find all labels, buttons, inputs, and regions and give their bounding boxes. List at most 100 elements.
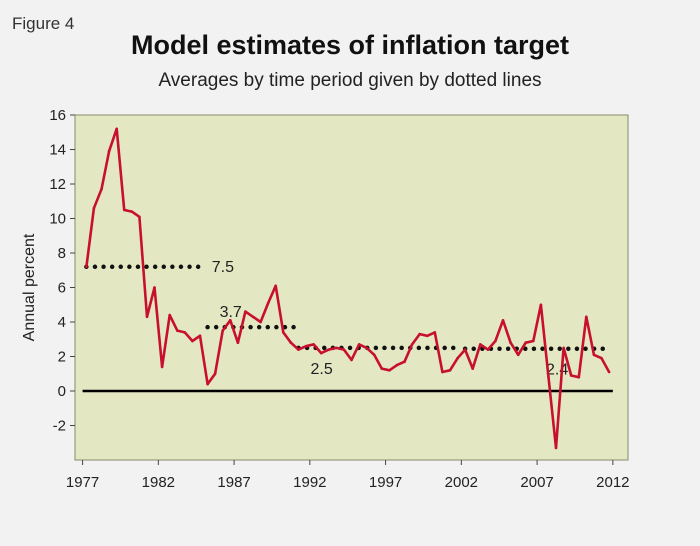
figure-label: Figure 4: [12, 14, 75, 33]
average-label: 2.5: [310, 361, 332, 378]
data-point: [388, 369, 391, 372]
data-point: [494, 339, 497, 343]
data-point: [463, 348, 467, 351]
data-point: [607, 370, 611, 374]
inflation-series-line: [85, 127, 611, 450]
data-point: [600, 356, 603, 360]
data-point: [532, 339, 535, 343]
data-point: [539, 303, 543, 307]
data-point: [92, 206, 96, 210]
data-point: [183, 331, 187, 334]
data-point: [319, 351, 323, 355]
data-point: [115, 127, 118, 131]
chart-subtitle: Averages by time period given by dotted …: [158, 70, 542, 91]
data-point: [198, 334, 202, 338]
data-point: [410, 343, 414, 346]
data-point: [380, 367, 384, 370]
data-point: [547, 375, 550, 379]
data-point: [266, 301, 270, 305]
data-point: [562, 346, 565, 350]
data-point: [471, 367, 475, 370]
data-point: [357, 343, 361, 346]
average-label: 3.7: [220, 304, 242, 321]
data-point: [433, 331, 437, 334]
data-point: [350, 358, 353, 362]
data-point: [274, 284, 278, 288]
data-point: [122, 208, 126, 212]
y-tick-label: 10: [49, 211, 66, 228]
data-point: [509, 341, 512, 345]
data-point: [448, 369, 452, 372]
data-point: [130, 210, 134, 213]
data-point: [304, 344, 308, 348]
x-tick-label: 1992: [293, 474, 326, 491]
data-point: [85, 265, 88, 269]
data-point: [168, 313, 171, 317]
x-tick-label: 2002: [445, 474, 478, 491]
plot-area: [74, 114, 629, 461]
inflation-series-points: [85, 127, 611, 450]
data-point: [342, 348, 346, 351]
y-tick-label: -2: [53, 418, 66, 435]
y-tick-label: 12: [49, 176, 66, 193]
data-point: [524, 341, 527, 345]
y-tick-label: 14: [49, 142, 66, 159]
x-tick-label: 1977: [66, 474, 99, 491]
data-point: [372, 353, 376, 357]
chart-title: Model estimates of inflation target: [130, 30, 570, 60]
data-point: [251, 315, 255, 319]
data-point: [289, 341, 293, 345]
x-tick-label: 1982: [142, 474, 175, 491]
y-axis-label: Annual percent: [21, 233, 38, 341]
data-point: [486, 348, 490, 351]
data-point: [176, 329, 179, 332]
y-tick-label: 16: [49, 107, 66, 124]
data-point: [297, 348, 300, 351]
y-tick-label: 6: [58, 280, 66, 297]
data-point: [191, 339, 194, 343]
data-point: [145, 315, 149, 319]
x-tick-label: 2012: [596, 474, 629, 491]
data-point: [569, 374, 573, 377]
data-point: [160, 365, 164, 369]
data-point: [479, 343, 482, 346]
data-point: [100, 187, 103, 191]
data-point: [153, 286, 156, 289]
data-point: [516, 353, 520, 357]
data-point: [501, 319, 505, 322]
data-point: [335, 346, 338, 350]
data-point: [327, 348, 331, 351]
data-point: [107, 149, 111, 153]
data-point: [206, 382, 209, 386]
x-tick-label: 2007: [520, 474, 553, 491]
y-axis: -2 0 2 4 6 8 10 12 14 16: [49, 107, 75, 435]
y-tick-label: 8: [58, 245, 66, 262]
data-point: [585, 315, 588, 319]
data-point: [395, 363, 399, 367]
data-point: [456, 356, 459, 360]
data-point: [577, 375, 581, 379]
data-point: [213, 372, 217, 376]
x-tick-label: 1997: [369, 474, 402, 491]
data-point: [403, 360, 406, 364]
x-axis: 1977 1982 1987 1992 1997 2002 2007 2012: [66, 460, 630, 491]
average-label: 7.5: [212, 259, 234, 276]
data-point: [244, 310, 247, 313]
data-point: [221, 329, 224, 332]
y-tick-label: 4: [58, 314, 66, 331]
data-point: [554, 446, 558, 450]
data-point: [418, 332, 422, 336]
data-point: [441, 370, 444, 374]
average-lines: 7.53.72.5 2.4: [84, 259, 612, 379]
data-point: [229, 319, 232, 322]
x-tick-label: 1987: [217, 474, 250, 491]
data-point: [426, 334, 429, 338]
data-point: [282, 331, 285, 334]
data-point: [365, 346, 369, 350]
data-point: [312, 343, 315, 346]
y-tick-label: 2: [58, 349, 66, 366]
data-point: [138, 215, 141, 219]
data-point: [592, 353, 596, 357]
